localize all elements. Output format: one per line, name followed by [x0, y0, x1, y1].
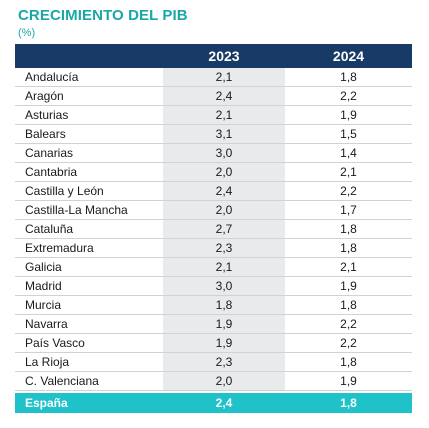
value-2024: 2,1 — [285, 258, 412, 276]
region-label: Galicia — [25, 260, 62, 274]
region-label: Navarra — [25, 317, 68, 331]
table-row: Madrid 3,0 1,9 — [15, 277, 412, 296]
value-2024: 2,2 — [285, 182, 412, 200]
value-2023: 2,0 — [163, 201, 285, 219]
region-label: Extremadura — [25, 241, 94, 255]
value-2023: 2,4 — [163, 87, 285, 105]
table-row: Cataluña 2,7 1,8 — [15, 220, 412, 239]
value-2023: 1,9 — [163, 334, 285, 352]
total-region-label: España — [25, 396, 68, 410]
value-2024: 2,2 — [285, 87, 412, 105]
value-2023: 2,1 — [163, 68, 285, 86]
value-2024: 1,8 — [285, 353, 412, 371]
region-label: Aragón — [25, 89, 64, 103]
table-header-row: 2023 2024 — [15, 44, 412, 68]
header-region — [15, 44, 163, 68]
table-row: País Vasco 1,9 2,2 — [15, 334, 412, 353]
region-label: Madrid — [25, 279, 62, 293]
value-2024: 1,4 — [285, 144, 412, 162]
value-2023: 2,1 — [163, 258, 285, 276]
value-2024: 2,2 — [285, 334, 412, 352]
value-2023: 2,7 — [163, 220, 285, 238]
value-2023: 2,1 — [163, 106, 285, 124]
header-year-2023: 2023 — [208, 48, 240, 64]
table-row: Navarra 1,9 2,2 — [15, 315, 412, 334]
value-2024: 1,7 — [285, 201, 412, 219]
value-2023: 2,3 — [163, 353, 285, 371]
total-value-2023: 2,4 — [215, 396, 233, 410]
table-row: Aragón 2,4 2,2 — [15, 87, 412, 106]
table-row: Cantabria 2,0 2,1 — [15, 163, 412, 182]
region-label: Castilla-La Mancha — [25, 203, 128, 217]
region-label: Murcia — [25, 298, 62, 312]
table-row: Andalucía 2,1 1,8 — [15, 68, 412, 87]
region-label: C. Valenciana — [25, 374, 99, 388]
value-2023: 3,0 — [163, 277, 285, 295]
value-2024: 2,1 — [285, 163, 412, 181]
value-2023: 2,0 — [163, 372, 285, 390]
table-row: Balears 3,1 1,5 — [15, 125, 412, 144]
region-label: Balears — [25, 127, 66, 141]
value-2024: 2,2 — [285, 315, 412, 333]
chart-title: CRECIMIENTO DEL PIB — [18, 7, 188, 24]
region-label: Asturias — [25, 108, 69, 122]
region-label: Cataluña — [25, 222, 74, 236]
value-2023: 1,8 — [163, 296, 285, 314]
chart-subtitle: (%) — [18, 27, 36, 39]
value-2023: 2,4 — [163, 182, 285, 200]
value-2024: 1,8 — [285, 296, 412, 314]
value-2024: 1,8 — [285, 239, 412, 257]
region-label: Andalucía — [25, 70, 79, 84]
table-row: La Rioja 2,3 1,8 — [15, 353, 412, 372]
table-row: C. Valenciana 2,0 1,9 — [15, 372, 412, 391]
table-row: Extremadura 2,3 1,8 — [15, 239, 412, 258]
total-value-2024: 1,8 — [340, 396, 357, 410]
region-label: Castilla y León — [25, 184, 104, 198]
value-2023: 2,0 — [163, 163, 285, 181]
table-row: Murcia 1,8 1,8 — [15, 296, 412, 315]
value-2023: 3,0 — [163, 144, 285, 162]
value-2023: 3,1 — [163, 125, 285, 143]
header-year-2024: 2024 — [332, 48, 365, 64]
value-2024: 1,9 — [285, 277, 412, 295]
table-row: Castilla y León 2,4 2,2 — [15, 182, 412, 201]
value-2023: 2,3 — [163, 239, 285, 257]
value-2023: 1,9 — [163, 315, 285, 333]
region-label: La Rioja — [25, 355, 70, 369]
region-label: Cantabria — [25, 165, 78, 179]
table-total-row: España 2,4 1,8 — [15, 393, 412, 413]
table-row: Asturias 2,1 1,9 — [15, 106, 412, 125]
value-2024: 1,5 — [285, 125, 412, 143]
table-row: Castilla-La Mancha 2,0 1,7 — [15, 201, 412, 220]
region-label: Canarias — [25, 146, 74, 160]
table-body: Andalucía 2,1 1,8 Aragón 2,4 2,2 Asturias 2,1 1,… — [15, 68, 412, 391]
value-2024: 1,9 — [285, 106, 412, 124]
gdp-growth-table: 2023 2024 Andalucía 2,1 1,8 Aragón 2,4 2,2 Ast… — [15, 44, 412, 413]
region-label: País Vasco — [25, 336, 85, 350]
value-2024: 1,8 — [285, 220, 412, 238]
table-row: Canarias 3,0 1,4 — [15, 144, 412, 163]
value-2024: 1,8 — [285, 68, 412, 86]
value-2024: 1,9 — [285, 372, 412, 390]
table-row: Galicia 2,1 2,1 — [15, 258, 412, 277]
